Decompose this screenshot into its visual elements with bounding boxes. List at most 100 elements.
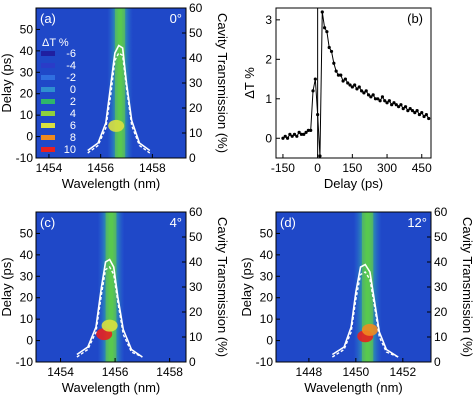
legend-swatch xyxy=(41,123,55,128)
y-tick-label: 40 xyxy=(20,44,34,58)
x-tick-label: 450 xyxy=(412,161,432,175)
transmission-line xyxy=(331,263,399,358)
data-point xyxy=(339,73,343,77)
y-tick-label: 10 xyxy=(20,108,34,122)
y2-tick-label: 40 xyxy=(189,51,203,65)
x-axis-label: Wavelength (nm) xyxy=(62,176,161,191)
legend-swatch xyxy=(41,51,55,56)
heatmap xyxy=(36,8,186,158)
y-axis-label: Delay (ps) xyxy=(239,257,254,316)
heatmap xyxy=(276,212,431,362)
y-tick-label: 3 xyxy=(265,13,272,27)
y-tick-label: -10 xyxy=(16,355,34,369)
data-point xyxy=(387,99,391,103)
legend-swatch xyxy=(41,147,55,152)
data-point xyxy=(306,128,310,132)
data-point xyxy=(415,109,419,113)
data-point xyxy=(380,95,385,99)
x-tick-label: 150 xyxy=(342,161,362,175)
y2-tick-label: 10 xyxy=(434,330,448,344)
data-point xyxy=(371,93,375,97)
data-point xyxy=(383,99,387,103)
panel-label: (b) xyxy=(407,11,423,26)
data-point xyxy=(329,49,334,54)
y2-tick-label: 30 xyxy=(434,280,448,294)
panel-label: (d) xyxy=(280,215,296,230)
data-point xyxy=(297,130,301,134)
data-point xyxy=(341,79,345,83)
x-tick-label: 1454 xyxy=(47,365,74,379)
x-axis-label: Delay (ps) xyxy=(324,176,383,191)
signal-core xyxy=(105,212,117,362)
y2-axis-label: Cavity Transmission (%) xyxy=(215,217,230,357)
data-point xyxy=(369,95,373,99)
data-point xyxy=(288,132,292,136)
legend-swatch xyxy=(41,111,55,116)
transmission-dashed-line xyxy=(87,51,151,154)
y-tick-label: 10 xyxy=(260,312,274,326)
y-tick-label: 20 xyxy=(20,87,34,101)
x-tick-label: 1456 xyxy=(102,365,129,379)
y2-tick-label: 0 xyxy=(189,355,196,369)
data-point xyxy=(422,114,426,119)
y2-tick-label: 30 xyxy=(189,76,203,90)
x-tick-label: 1458 xyxy=(156,365,183,379)
data-point xyxy=(364,89,368,93)
y2-tick-label: 40 xyxy=(189,255,203,269)
legend-label: -2 xyxy=(66,72,76,84)
y-tick-label: 30 xyxy=(20,65,34,79)
data-point xyxy=(373,97,378,101)
x-tick-label: 1452 xyxy=(389,365,416,379)
y-tick-label: 40 xyxy=(260,248,274,262)
data-point xyxy=(281,136,285,140)
data-point xyxy=(322,26,327,30)
data-point xyxy=(332,61,336,65)
legend-label: -6 xyxy=(66,48,76,60)
panel-b: (b) 0 1 2 3 -150 0 150 300 450 Delay (ps) ΔT % xyxy=(242,7,432,191)
data-point xyxy=(302,132,306,136)
y-tick-label: 50 xyxy=(20,22,34,36)
legend-label: 0 xyxy=(70,84,76,96)
plot-frame xyxy=(275,7,432,159)
y-tick-label: 20 xyxy=(20,291,34,305)
data-point xyxy=(336,73,341,77)
data-point xyxy=(309,128,313,132)
y-tick-label: 30 xyxy=(260,269,274,283)
y-tick-label: 20 xyxy=(260,291,274,305)
y-tick-label: 0 xyxy=(265,131,272,145)
x-tick-label: 1458 xyxy=(139,161,166,175)
data-point xyxy=(359,89,364,93)
x-tick-label: 300 xyxy=(377,161,397,175)
data-point xyxy=(290,134,294,138)
y2-tick-label: 10 xyxy=(189,330,203,344)
y-tick-label: 40 xyxy=(20,248,34,262)
legend-label: 2 xyxy=(70,96,76,108)
y-tick-label: 50 xyxy=(20,226,34,240)
x-tick-label: 1456 xyxy=(87,161,114,175)
x-tick-label: 0 xyxy=(314,161,321,175)
data-point xyxy=(366,93,371,97)
y-tick-label: 50 xyxy=(260,226,274,240)
data-point xyxy=(343,77,348,81)
data-point xyxy=(424,112,428,117)
data-point xyxy=(390,103,394,107)
data-point xyxy=(378,99,382,103)
data-point xyxy=(355,87,359,91)
y-tick-label: 10 xyxy=(20,312,34,326)
transmission-dashed-line xyxy=(76,266,143,358)
transmission-line xyxy=(76,258,143,358)
y2-tick-label: 50 xyxy=(189,26,203,40)
y2-tick-label: 0 xyxy=(189,151,196,165)
data-point xyxy=(410,109,415,113)
y2-tick-label: 0 xyxy=(434,355,441,369)
data-point xyxy=(417,112,422,117)
hotspot xyxy=(361,323,378,336)
legend-swatch xyxy=(41,75,55,80)
y2-tick-label: 60 xyxy=(189,1,203,15)
data-point xyxy=(406,109,410,113)
data-point xyxy=(313,77,317,81)
data-point xyxy=(385,101,389,105)
x-axis-label: Wavelength (nm) xyxy=(304,380,403,395)
panel-c: (c) 4° -10 0 10 20 30 40 50 0 10 20 30 40 50 60 1454 1456… xyxy=(0,205,230,395)
